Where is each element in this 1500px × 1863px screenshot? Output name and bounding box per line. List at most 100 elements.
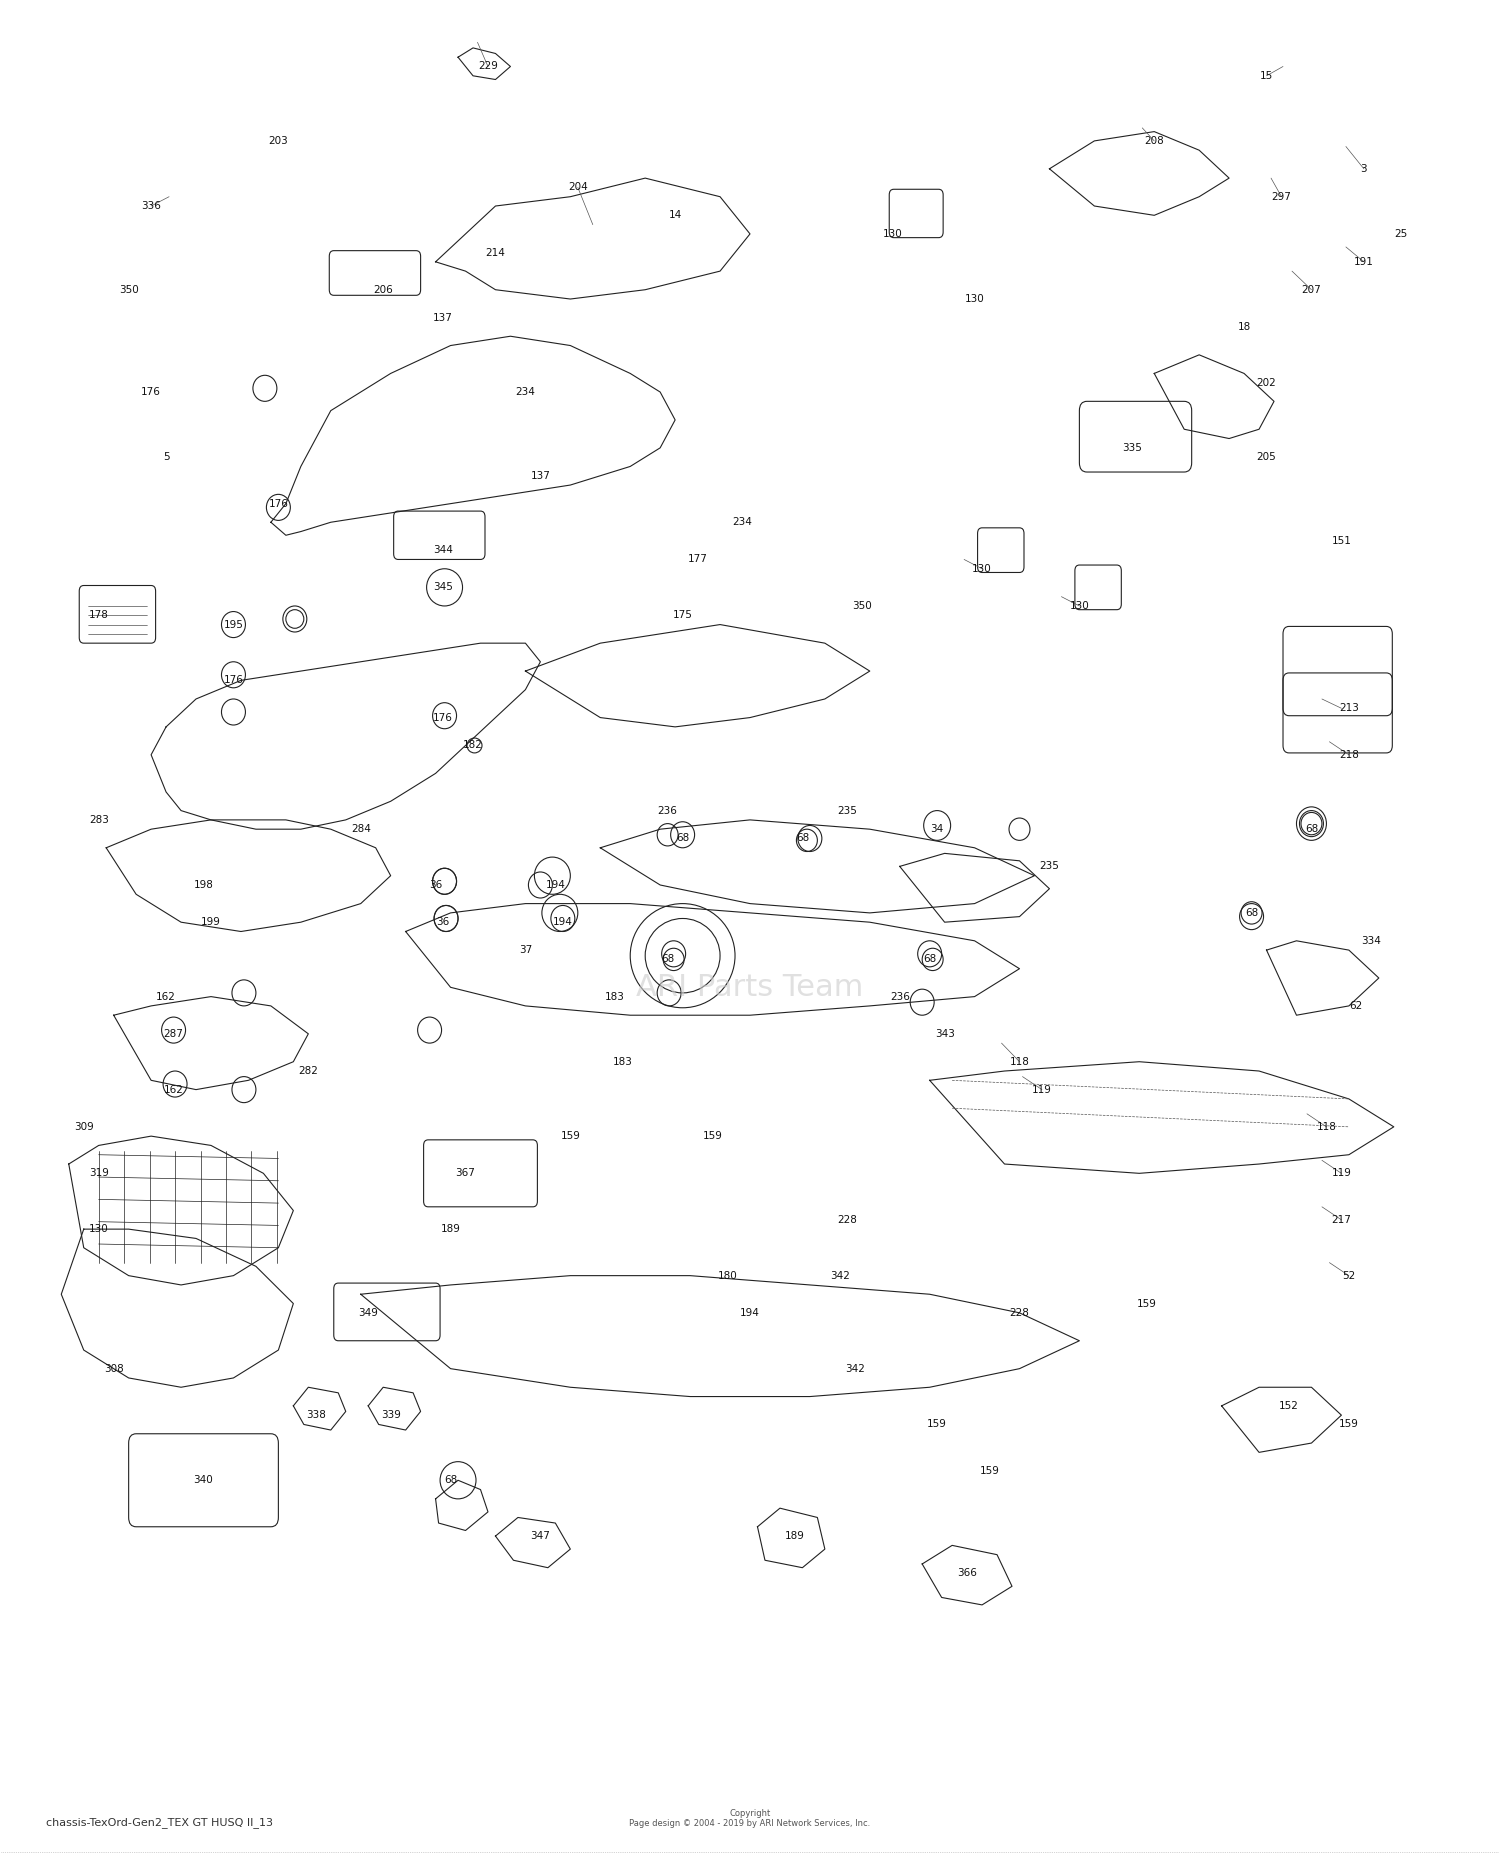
Text: 207: 207 xyxy=(1302,285,1322,294)
Text: 194: 194 xyxy=(554,917,573,928)
Text: 176: 176 xyxy=(268,499,288,509)
Text: 176: 176 xyxy=(224,676,243,686)
Text: 68: 68 xyxy=(1305,823,1318,835)
Text: 183: 183 xyxy=(614,1056,633,1067)
Text: 189: 189 xyxy=(784,1531,806,1541)
Text: 235: 235 xyxy=(837,805,858,816)
Text: 119: 119 xyxy=(1032,1084,1052,1095)
Text: 182: 182 xyxy=(464,740,483,751)
Text: 68: 68 xyxy=(444,1475,458,1485)
Text: 335: 335 xyxy=(1122,443,1142,453)
Text: 130: 130 xyxy=(88,1224,108,1233)
Text: 334: 334 xyxy=(1362,935,1382,946)
Text: 130: 130 xyxy=(1070,602,1089,611)
Text: 204: 204 xyxy=(568,183,588,192)
Text: 213: 213 xyxy=(1340,702,1359,714)
Text: 52: 52 xyxy=(1342,1271,1356,1280)
Text: 5: 5 xyxy=(164,453,170,462)
Text: 297: 297 xyxy=(1272,192,1292,201)
Polygon shape xyxy=(1155,354,1274,438)
Text: 367: 367 xyxy=(456,1168,476,1177)
Text: 3: 3 xyxy=(1360,164,1366,173)
Text: 175: 175 xyxy=(672,611,693,620)
Text: 309: 309 xyxy=(74,1122,93,1133)
Text: 36: 36 xyxy=(436,917,450,928)
Text: 235: 235 xyxy=(1040,861,1059,872)
Text: 18: 18 xyxy=(1238,322,1251,332)
Text: 118: 118 xyxy=(1010,1056,1029,1067)
Text: 350: 350 xyxy=(118,285,138,294)
Text: 162: 162 xyxy=(164,1084,183,1095)
Text: 366: 366 xyxy=(957,1569,976,1578)
Polygon shape xyxy=(152,643,540,829)
Text: 349: 349 xyxy=(358,1308,378,1317)
Text: 191: 191 xyxy=(1354,257,1374,266)
Text: 198: 198 xyxy=(194,879,213,891)
Text: 199: 199 xyxy=(201,917,220,928)
Text: 229: 229 xyxy=(478,61,498,71)
Text: 217: 217 xyxy=(1332,1215,1352,1224)
Text: 345: 345 xyxy=(433,583,453,592)
Text: 218: 218 xyxy=(1340,749,1359,760)
Text: 68: 68 xyxy=(1245,907,1258,918)
Polygon shape xyxy=(360,1276,1080,1397)
Text: 183: 183 xyxy=(606,991,625,1002)
Text: 37: 37 xyxy=(519,945,532,956)
Text: 151: 151 xyxy=(1332,537,1352,546)
Polygon shape xyxy=(114,997,309,1090)
Text: 159: 159 xyxy=(561,1131,580,1142)
Polygon shape xyxy=(62,1230,294,1388)
Text: 319: 319 xyxy=(88,1168,108,1177)
Text: 194: 194 xyxy=(546,879,566,891)
Text: 234: 234 xyxy=(732,518,753,527)
Polygon shape xyxy=(930,1062,1394,1174)
Text: 342: 342 xyxy=(830,1271,850,1280)
Text: 340: 340 xyxy=(194,1475,213,1485)
Polygon shape xyxy=(900,853,1050,922)
Polygon shape xyxy=(1050,132,1228,216)
Polygon shape xyxy=(525,624,870,727)
Text: 347: 347 xyxy=(531,1531,550,1541)
Text: 189: 189 xyxy=(441,1224,460,1233)
Text: 178: 178 xyxy=(88,611,108,620)
Text: 159: 159 xyxy=(1137,1299,1156,1308)
Text: 130: 130 xyxy=(972,564,992,574)
Text: 177: 177 xyxy=(687,555,708,564)
Polygon shape xyxy=(435,179,750,300)
Polygon shape xyxy=(272,335,675,535)
Text: 159: 159 xyxy=(927,1420,946,1429)
Text: 159: 159 xyxy=(980,1466,999,1475)
Text: 234: 234 xyxy=(516,388,536,397)
Text: 34: 34 xyxy=(930,823,944,835)
Text: 195: 195 xyxy=(224,620,243,630)
Text: 194: 194 xyxy=(740,1308,760,1317)
Text: 228: 228 xyxy=(837,1215,858,1224)
Text: 159: 159 xyxy=(1340,1420,1359,1429)
Text: 176: 176 xyxy=(141,388,160,397)
Text: 287: 287 xyxy=(164,1028,183,1040)
Polygon shape xyxy=(600,820,1035,913)
Text: 339: 339 xyxy=(381,1410,400,1420)
Text: 118: 118 xyxy=(1317,1122,1336,1133)
Text: 336: 336 xyxy=(141,201,160,211)
Text: 130: 130 xyxy=(882,229,902,238)
Text: 344: 344 xyxy=(433,546,453,555)
Text: 68: 68 xyxy=(676,833,688,844)
Text: 206: 206 xyxy=(374,285,393,294)
Text: chassis-TexOrd-Gen2_TEX GT HUSQ II_13: chassis-TexOrd-Gen2_TEX GT HUSQ II_13 xyxy=(46,1816,273,1828)
Text: 68: 68 xyxy=(922,954,936,965)
Polygon shape xyxy=(405,904,1020,1015)
Text: 162: 162 xyxy=(156,991,176,1002)
Polygon shape xyxy=(69,1136,294,1285)
Text: 236: 236 xyxy=(657,805,678,816)
Polygon shape xyxy=(1266,941,1378,1015)
Text: 214: 214 xyxy=(486,248,506,257)
Text: 62: 62 xyxy=(1350,1000,1364,1012)
Text: 283: 283 xyxy=(88,814,108,825)
Text: 228: 228 xyxy=(1010,1308,1029,1317)
Text: 338: 338 xyxy=(306,1410,326,1420)
Text: 308: 308 xyxy=(104,1364,123,1373)
Text: 203: 203 xyxy=(268,136,288,145)
Text: 137: 137 xyxy=(433,313,453,322)
Text: 152: 152 xyxy=(1280,1401,1299,1410)
